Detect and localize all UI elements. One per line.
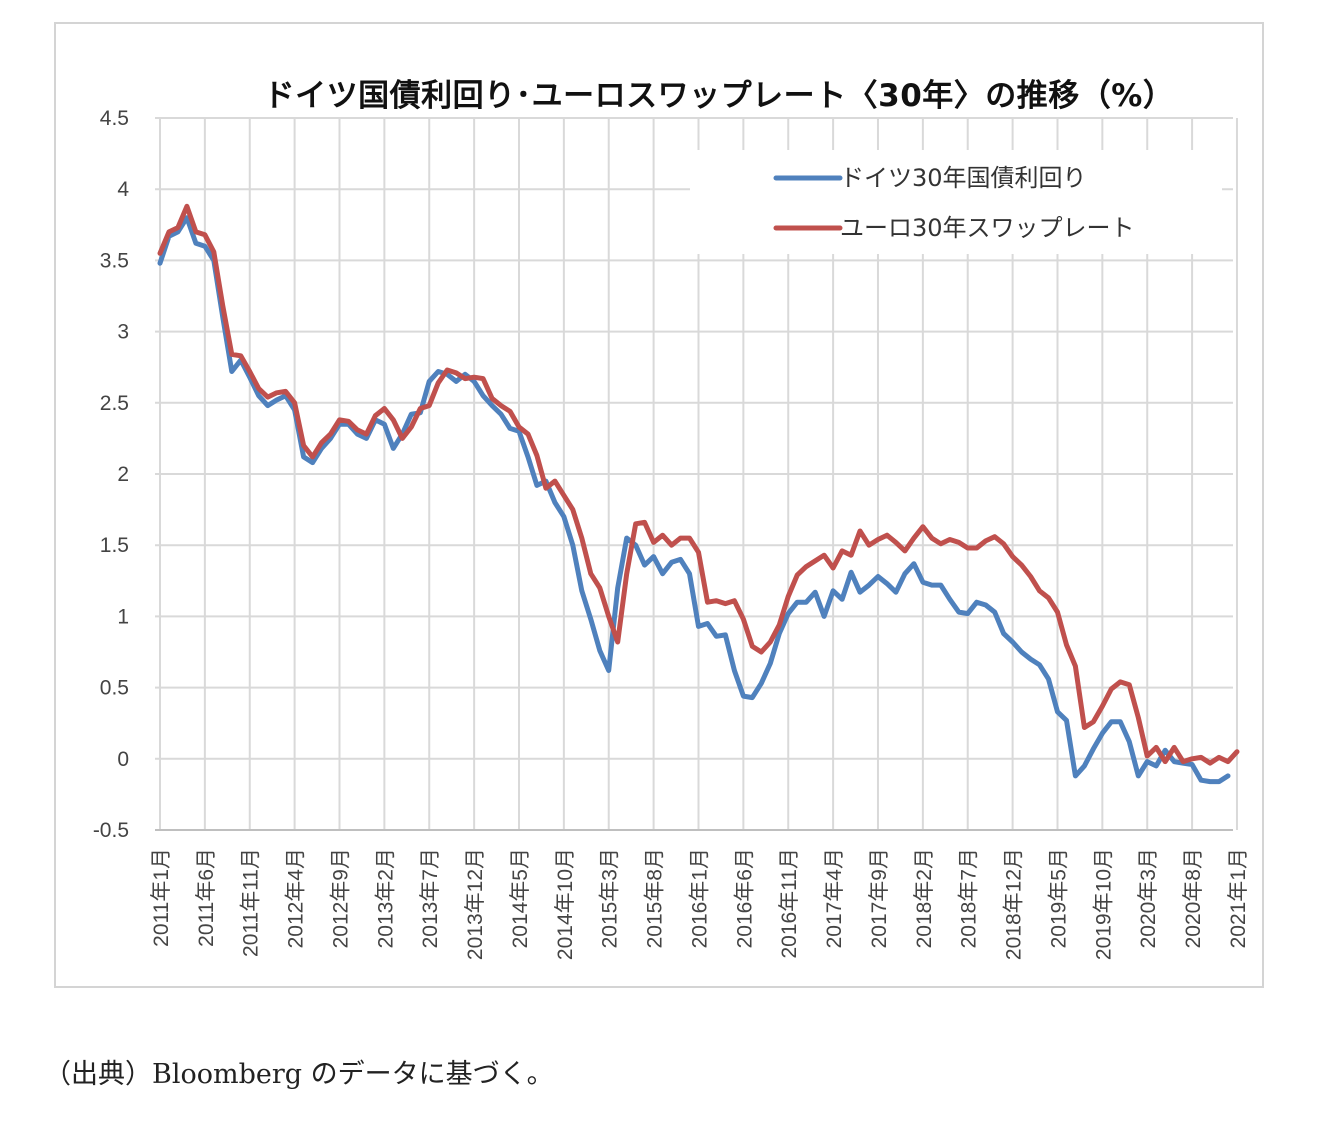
series-lines [157, 203, 1240, 785]
x-tick-label: 2014年5月 [509, 848, 532, 948]
y-tick-label: -0.5 [93, 819, 129, 842]
x-tick-label: 2012年9月 [329, 848, 352, 948]
y-tick-label: 2 [117, 463, 129, 486]
x-tick-label: 2016年6月 [733, 848, 756, 948]
x-tick-label: 2014年10月 [554, 848, 577, 960]
line-chart: 4.543.532.521.510.50-0.5 2011年1月 2011年6月 2… [93, 107, 1250, 960]
x-tick-label: 2020年8月 [1182, 848, 1205, 948]
x-tick-label: 2015年8月 [644, 848, 667, 948]
x-tick-label: 2016年11月 [778, 848, 801, 959]
x-tick-label: 2016年1月 [688, 848, 711, 948]
y-tick-label: 1.5 [100, 534, 129, 557]
source-note: （出典）Bloomberg のデータに基づく。 [44, 1059, 554, 1090]
x-tick-label: 2013年2月 [374, 848, 397, 948]
x-tick-label: 2012年4月 [285, 848, 308, 948]
y-tick-label: 0.5 [100, 677, 129, 700]
legend: ドイツ30年国債利回り ユーロ30年スワップレート [690, 150, 1222, 254]
y-tick-label: 0 [117, 748, 129, 771]
x-tick-label: 2017年9月 [868, 848, 891, 948]
y-tick-label: 3.5 [100, 249, 129, 272]
x-tick-label: 2020年3月 [1137, 848, 1160, 948]
chart-title: ドイツ国債利回り･ユーロスワップレート〈30年〉の推移（%） [263, 78, 1175, 114]
y-tick-label: 2.5 [100, 392, 129, 415]
x-tick-label: 2011年1月 [150, 848, 173, 947]
x-tick-label: 2013年7月 [419, 848, 442, 948]
x-axis-ticks: 2011年1月 2011年6月 2011年11月 2012年4月 2012年9月 2013… [150, 848, 1250, 960]
x-tick-label: 2011年6月 [195, 848, 218, 947]
x-tick-label: 2018年7月 [958, 848, 981, 948]
legend-label-euro-swap: ユーロ30年スワップレート [840, 214, 1135, 242]
legend-label-german-bund: ドイツ30年国債利回り [840, 164, 1087, 192]
x-tick-label: 2017年4月 [823, 848, 846, 948]
series-line-german-bund [157, 215, 1231, 785]
y-tick-label: 3 [117, 321, 129, 344]
x-tick-label: 2018年2月 [913, 848, 936, 948]
x-tick-label: 2019年10月 [1092, 848, 1115, 960]
series-line-euro-swap [157, 203, 1240, 766]
x-tick-label: 2015年3月 [599, 848, 622, 948]
x-tick-label: 2019年5月 [1047, 848, 1070, 948]
x-tick-label: 2013年12月 [464, 848, 487, 960]
legend-box [690, 150, 1222, 254]
y-tick-label: 4 [117, 178, 129, 201]
x-tick-label: 2018年12月 [1003, 848, 1026, 960]
x-tick-label: 2021年1月 [1227, 848, 1250, 948]
y-tick-label: 4.5 [100, 107, 129, 130]
x-tick-label: 2011年11月 [240, 848, 263, 957]
y-axis-ticks: 4.5 4 3.5 3 2.5 2 1.5 1 0.5 0 -0.5 [93, 107, 130, 842]
y-tick-label: 1 [117, 605, 129, 628]
